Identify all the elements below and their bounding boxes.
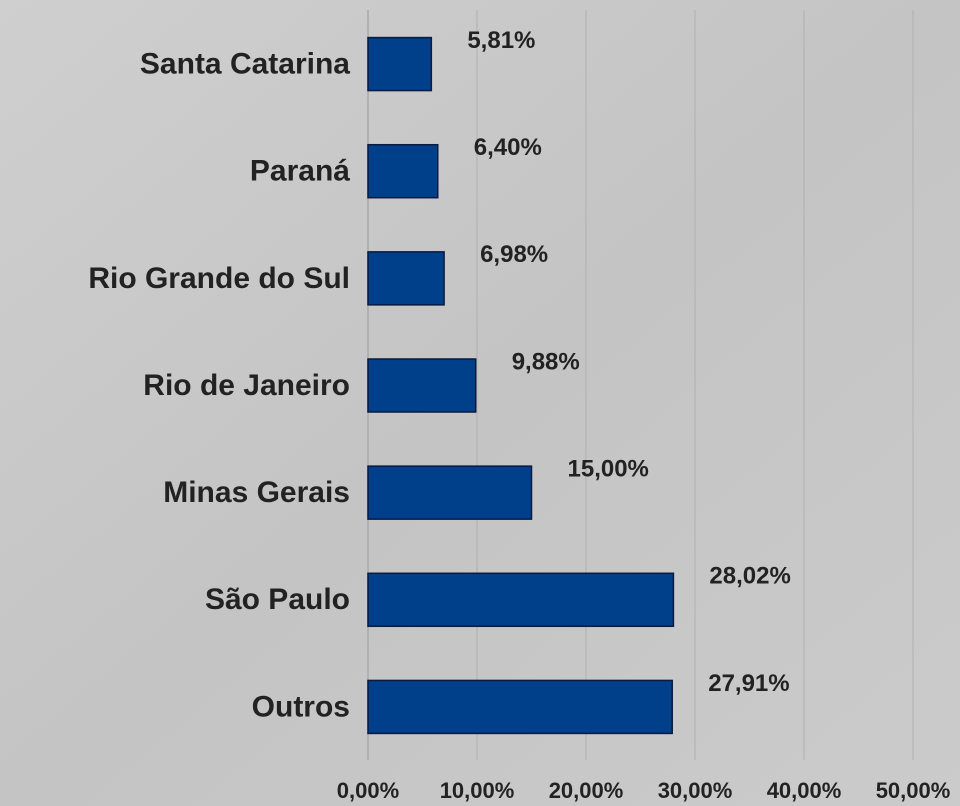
y-tick-label: Rio Grande do Sul (88, 262, 350, 295)
bar (367, 572, 675, 628)
y-tick-label: São Paulo (205, 583, 350, 616)
x-tick-label: 0,00% (337, 778, 399, 803)
data-label: 6,98% (480, 241, 548, 268)
data-label: 15,00% (568, 455, 649, 482)
data-label: 6,40% (474, 134, 542, 161)
bar (367, 465, 533, 520)
x-tick-label: 40,00% (767, 778, 842, 803)
data-label: 9,88% (512, 348, 580, 375)
bar (367, 36, 433, 92)
x-tick-label: 10,00% (440, 778, 515, 803)
bar (367, 358, 477, 413)
data-label: 28,02% (709, 563, 790, 590)
bar (367, 679, 673, 735)
y-tick-label: Paraná (250, 155, 350, 188)
y-tick-label: Minas Gerais (163, 476, 350, 509)
y-tick-label: Rio de Janeiro (143, 369, 350, 402)
x-tick-label: 20,00% (549, 778, 624, 803)
x-tick-label: 50,00% (876, 778, 951, 803)
y-tick-label: Santa Catarina (140, 47, 350, 80)
data-label: 27,91% (708, 670, 789, 697)
data-label: 5,81% (467, 27, 535, 54)
bar (367, 143, 439, 199)
y-tick-label: Outros (252, 690, 350, 723)
x-tick-label: 30,00% (658, 778, 733, 803)
bar (367, 251, 445, 306)
